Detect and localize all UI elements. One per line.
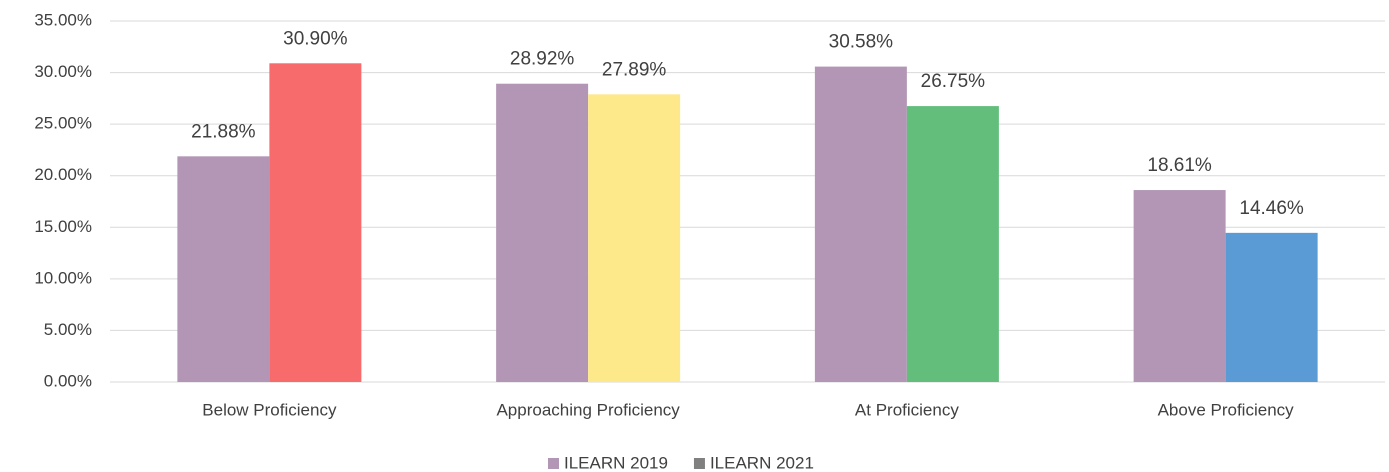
y-tick-label: 35.00%	[34, 10, 92, 29]
x-tick-label: Below Proficiency	[202, 400, 337, 419]
value-label: 14.46%	[1239, 198, 1304, 219]
value-label: 30.58%	[829, 32, 894, 53]
y-tick-label: 20.00%	[34, 165, 92, 184]
x-tick-label: Approaching Proficiency	[496, 400, 680, 419]
x-tick-label: Above Proficiency	[1158, 400, 1295, 419]
value-label: 18.61%	[1147, 155, 1212, 176]
bar	[906, 106, 999, 382]
value-label: 26.75%	[921, 71, 986, 92]
x-tick-label: At Proficiency	[855, 400, 959, 419]
bar	[588, 94, 681, 383]
bar	[177, 156, 270, 382]
legend-label: ILEARN 2021	[710, 453, 814, 472]
bar	[496, 83, 589, 383]
legend-swatch	[548, 458, 559, 469]
value-label: 27.89%	[602, 59, 667, 80]
bar	[1133, 190, 1226, 382]
y-tick-label: 0.00%	[44, 371, 92, 390]
legend-label: ILEARN 2019	[564, 453, 668, 472]
legend-swatch	[693, 458, 705, 469]
value-label: 21.88%	[191, 121, 256, 142]
y-tick-label: 15.00%	[34, 217, 92, 236]
y-tick-label: 30.00%	[34, 62, 92, 81]
bar	[1225, 232, 1318, 382]
value-label: 28.92%	[510, 49, 575, 70]
y-tick-label: 25.00%	[34, 114, 92, 133]
bar	[814, 66, 907, 382]
value-label: 30.90%	[283, 28, 348, 49]
y-tick-label: 10.00%	[34, 268, 92, 287]
y-tick-label: 5.00%	[44, 320, 92, 339]
bar	[269, 63, 362, 382]
